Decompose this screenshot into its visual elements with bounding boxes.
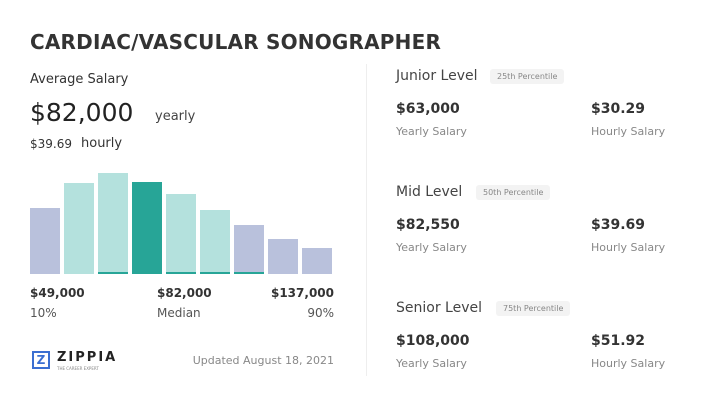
level-name: Senior Level bbox=[396, 300, 482, 316]
yearly-salary-label: Yearly Salary bbox=[396, 357, 467, 370]
yearly-salary-value: $108,000 bbox=[396, 333, 470, 349]
brand-name: ZIPPIA bbox=[57, 350, 118, 365]
hourly-salary-label: Hourly Salary bbox=[591, 125, 666, 138]
hourly-unit: hourly bbox=[81, 136, 123, 151]
p10-caption: 10% bbox=[30, 306, 57, 320]
hourly-salary-value: $39.69 bbox=[591, 217, 646, 233]
zippia-logo-icon: Z bbox=[32, 351, 50, 369]
hourly-salary-label: Hourly Salary bbox=[591, 241, 666, 254]
updated-date: Updated August 18, 2021 bbox=[192, 354, 334, 367]
page-title: CARDIAC/VASCULAR SONOGRAPHER bbox=[30, 30, 442, 54]
median-caption: Median bbox=[157, 306, 201, 320]
histogram-bar bbox=[64, 183, 94, 274]
p90-value: $137,000 bbox=[270, 286, 334, 300]
yearly-salary-label: Yearly Salary bbox=[396, 125, 467, 138]
yearly-unit: yearly bbox=[155, 109, 196, 124]
hourly-salary-label: Hourly Salary bbox=[591, 357, 666, 370]
p90-caption: 90% bbox=[307, 306, 334, 320]
histogram-bar bbox=[268, 239, 298, 274]
average-yearly-salary: $82,000 bbox=[30, 98, 134, 127]
median-value: $82,000 bbox=[157, 286, 212, 300]
histogram-bar bbox=[302, 248, 332, 274]
level-name: Junior Level bbox=[396, 68, 478, 84]
histogram-bar bbox=[132, 182, 162, 274]
histogram-bar bbox=[234, 225, 264, 274]
yearly-salary-value: $82,550 bbox=[396, 217, 460, 233]
average-salary-label: Average Salary bbox=[30, 72, 129, 87]
percentile-badge: 75th Percentile bbox=[496, 301, 571, 316]
histogram-bar bbox=[200, 210, 230, 274]
histogram-bar bbox=[98, 173, 128, 274]
hourly-salary-value: $30.29 bbox=[591, 101, 646, 117]
percentile-badge: 25th Percentile bbox=[490, 69, 565, 84]
p10-value: $49,000 bbox=[30, 286, 85, 300]
yearly-salary-value: $63,000 bbox=[396, 101, 460, 117]
histogram-bar bbox=[30, 208, 60, 274]
hourly-salary-value: $51.92 bbox=[591, 333, 646, 349]
brand-tagline: THE CAREER EXPERT bbox=[57, 366, 99, 371]
yearly-salary-label: Yearly Salary bbox=[396, 241, 467, 254]
divider bbox=[366, 64, 367, 376]
average-hourly-salary: $39.69 bbox=[30, 137, 72, 151]
percentile-badge: 50th Percentile bbox=[476, 185, 551, 200]
level-name: Mid Level bbox=[396, 184, 463, 200]
histogram-bar bbox=[166, 194, 196, 274]
